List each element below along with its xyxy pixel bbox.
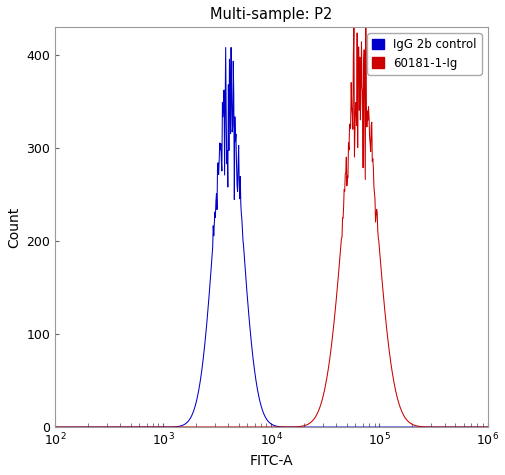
X-axis label: FITC-A: FITC-A (249, 454, 292, 468)
Y-axis label: Count: Count (7, 207, 21, 248)
Title: Multi-sample: P2: Multi-sample: P2 (210, 7, 332, 22)
Legend: IgG 2b control, 60181-1-Ig: IgG 2b control, 60181-1-Ig (367, 33, 481, 75)
